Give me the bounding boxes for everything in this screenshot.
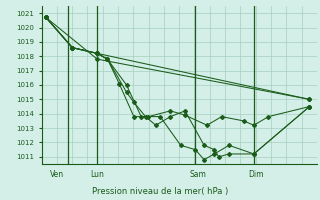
Text: Sam: Sam <box>189 170 206 179</box>
Text: Dim: Dim <box>248 170 263 179</box>
Text: Ven: Ven <box>50 170 65 179</box>
Text: Lun: Lun <box>90 170 104 179</box>
Text: Pression niveau de la mer( hPa ): Pression niveau de la mer( hPa ) <box>92 187 228 196</box>
